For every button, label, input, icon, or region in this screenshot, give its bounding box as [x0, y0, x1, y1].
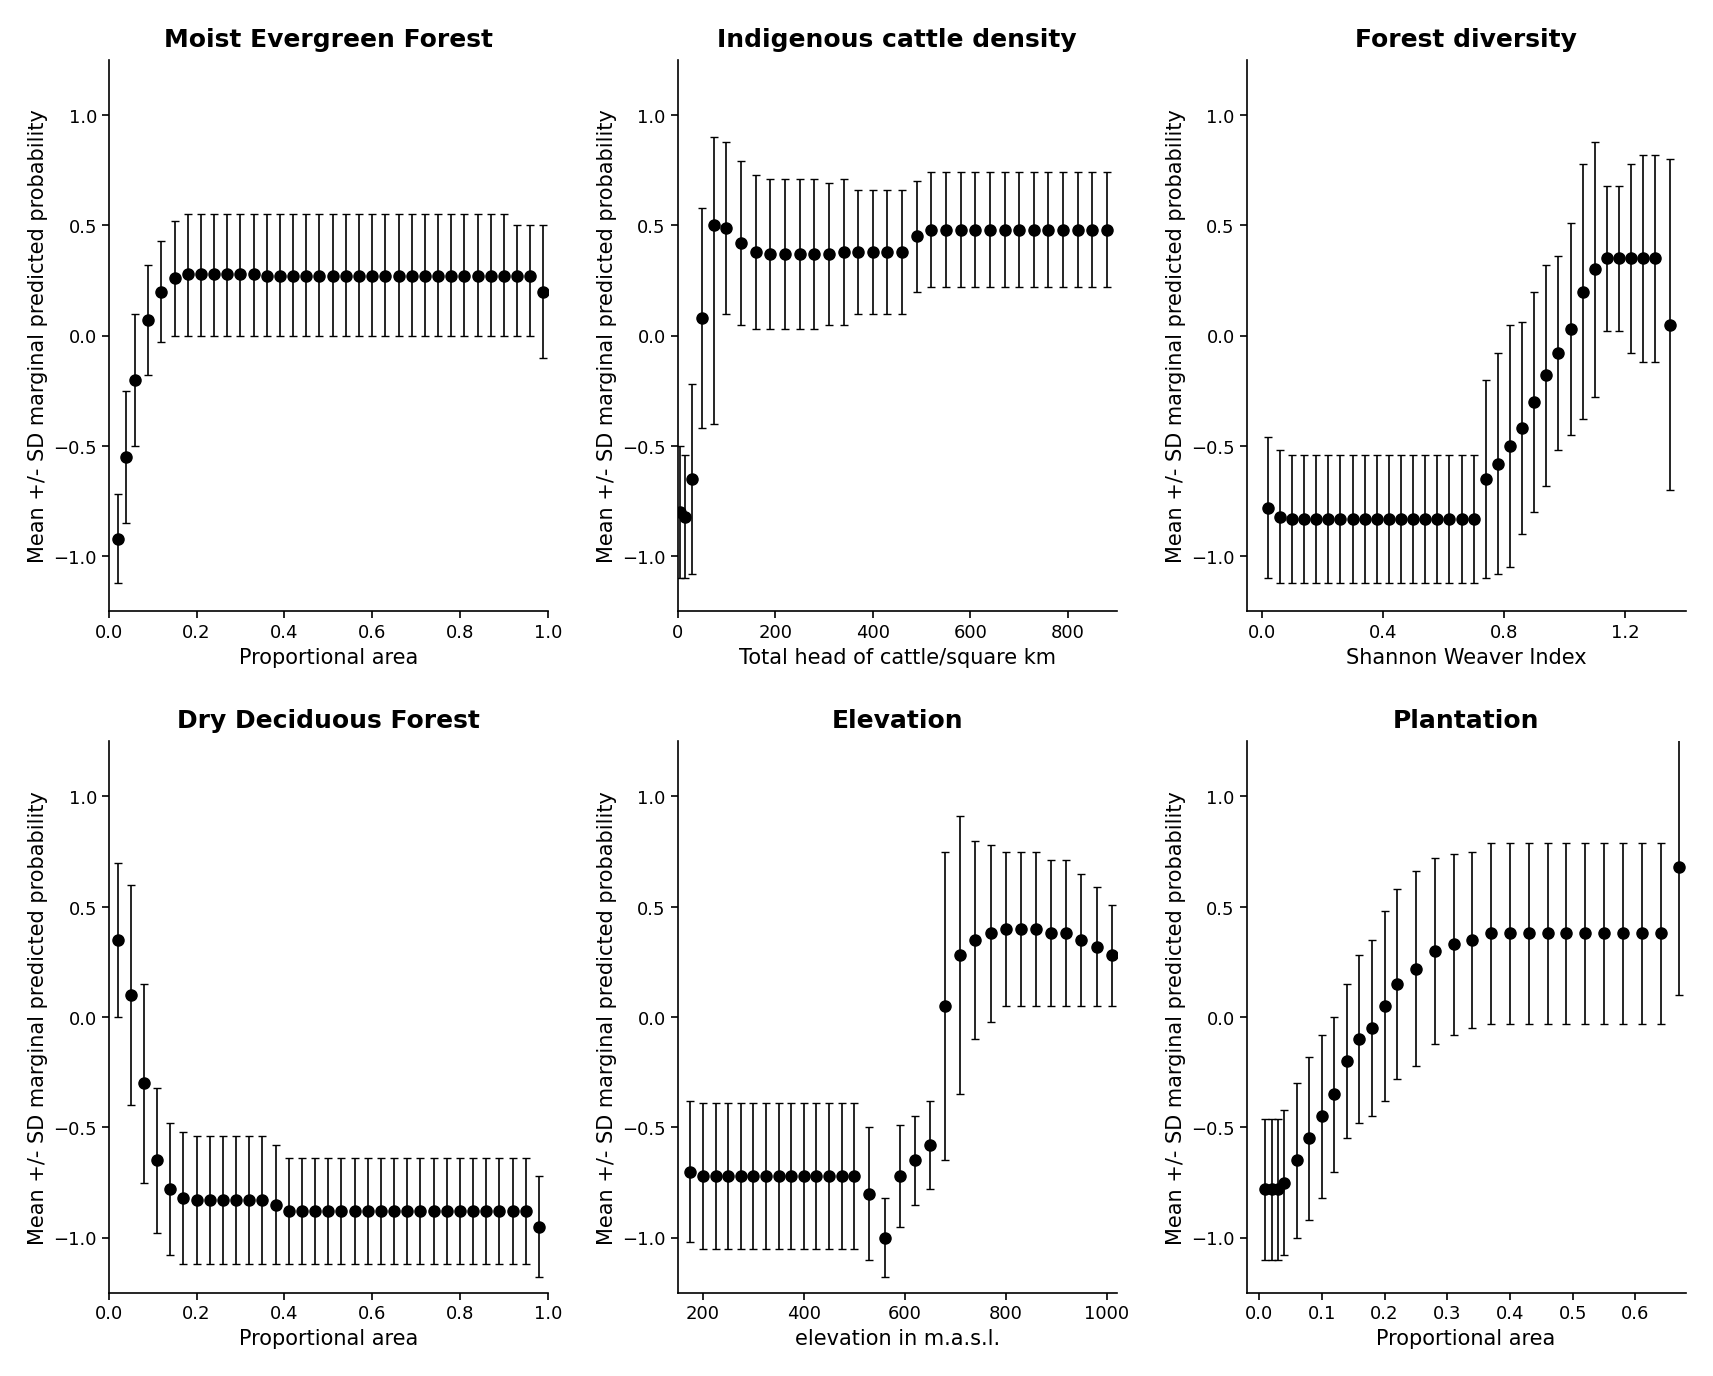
X-axis label: Total head of cattle/square km: Total head of cattle/square km — [738, 647, 1055, 667]
Y-axis label: Mean +/- SD marginal predicted probability: Mean +/- SD marginal predicted probabili… — [27, 790, 48, 1244]
X-axis label: Proportional area: Proportional area — [238, 1328, 418, 1348]
X-axis label: Proportional area: Proportional area — [1376, 1328, 1555, 1348]
Y-axis label: Mean +/- SD marginal predicted probability: Mean +/- SD marginal predicted probabili… — [596, 790, 617, 1244]
Y-axis label: Mean +/- SD marginal predicted probability: Mean +/- SD marginal predicted probabili… — [1165, 790, 1185, 1244]
X-axis label: elevation in m.a.s.l.: elevation in m.a.s.l. — [795, 1328, 999, 1348]
X-axis label: Proportional area: Proportional area — [238, 647, 418, 667]
Title: Dry Deciduous Forest: Dry Deciduous Forest — [176, 709, 480, 733]
Title: Elevation: Elevation — [831, 709, 963, 733]
Title: Indigenous cattle density: Indigenous cattle density — [718, 28, 1077, 52]
Y-axis label: Mean +/- SD marginal predicted probability: Mean +/- SD marginal predicted probabili… — [596, 110, 617, 563]
Y-axis label: Mean +/- SD marginal predicted probability: Mean +/- SD marginal predicted probabili… — [1165, 110, 1185, 563]
Y-axis label: Mean +/- SD marginal predicted probability: Mean +/- SD marginal predicted probabili… — [27, 110, 48, 563]
Title: Forest diversity: Forest diversity — [1355, 28, 1576, 52]
Title: Plantation: Plantation — [1393, 709, 1538, 733]
Title: Moist Evergreen Forest: Moist Evergreen Forest — [164, 28, 493, 52]
X-axis label: Shannon Weaver Index: Shannon Weaver Index — [1345, 647, 1586, 667]
